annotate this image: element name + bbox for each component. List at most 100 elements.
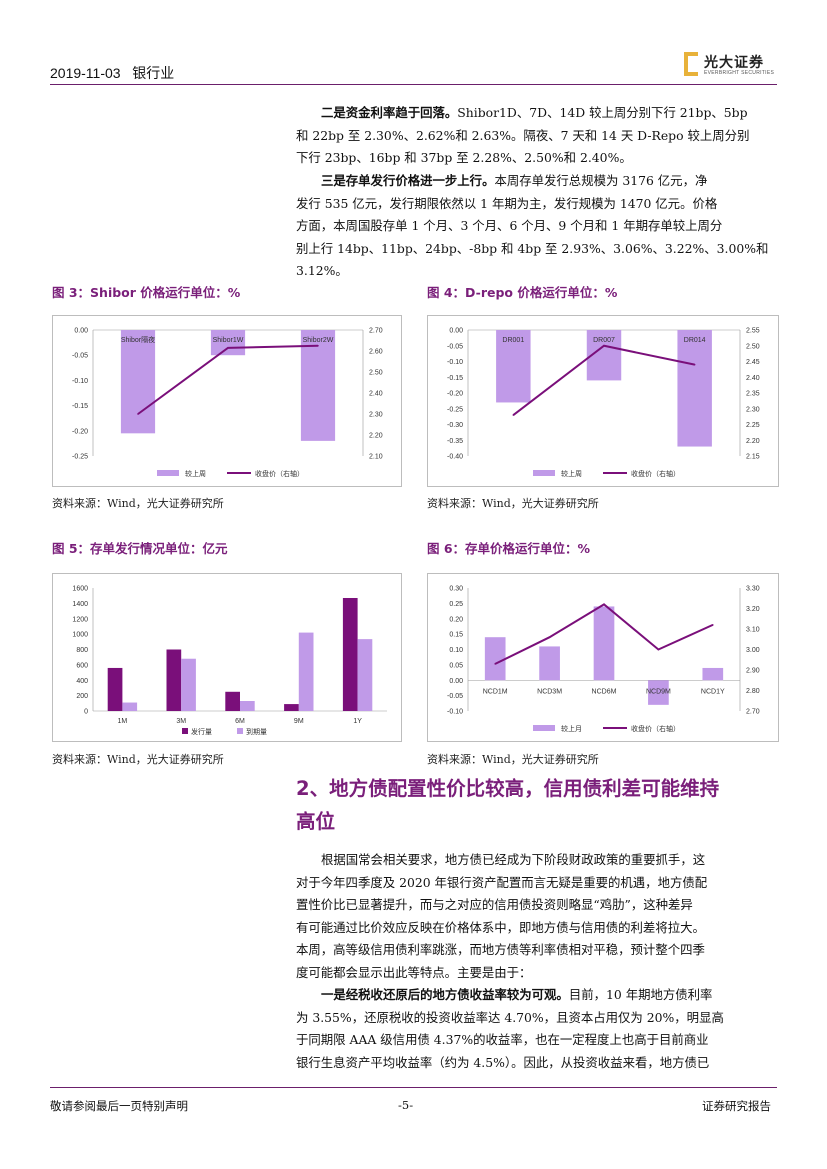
category-label: 3M [176, 718, 186, 725]
text-line: 根据国常会相关要求，地方债已经成为下阶段财政政策的重要抓手，这 [321, 852, 706, 867]
y-right-tick-label: 2.70 [746, 709, 760, 716]
text-line: 发行 535 亿元，发行期限依然以 1 年期为主，发行规模为 1470 亿元。价… [296, 195, 718, 211]
y-left-tick-label: -0.05 [447, 693, 463, 700]
legend-swatch [237, 728, 243, 734]
legend-label: 较上周 [185, 469, 206, 478]
y-right-tick-label: 3.00 [746, 647, 760, 654]
y-right-tick-label: 2.55 [746, 328, 760, 335]
paragraph-lead: 二是资金利率趋于回落。 [321, 105, 458, 120]
y-right-tick-label: 2.30 [746, 406, 760, 413]
bar [702, 667, 724, 681]
figure-4-title: 图 4：D-repo 价格运行单位：% [427, 285, 618, 300]
y-right-tick-label: 2.40 [369, 391, 383, 398]
y-left-tick-label: -0.10 [447, 709, 463, 716]
y-right-tick-label: 2.20 [369, 433, 383, 440]
line-point [712, 624, 714, 626]
legend-label: 收盘价（右轴） [631, 469, 680, 478]
y-left-tick-label: -0.10 [72, 378, 88, 385]
section-heading-line: 高位 [296, 810, 336, 833]
bar [120, 330, 156, 434]
category-label: NCD1Y [701, 688, 725, 695]
legend-swatch-bar [533, 725, 555, 731]
y-right-tick-label: 2.50 [369, 370, 383, 377]
text-line: 方面，本周国股存单 1 个月、3 个月、6 个月、9 个月和 1 年期存单较上周… [296, 218, 723, 233]
y-right-tick-label: 2.70 [369, 328, 383, 335]
bar [677, 330, 712, 447]
page-number: -5- [398, 1098, 414, 1112]
category-label: DR014 [684, 337, 706, 344]
footer-disclaimer: 敬请参阅最后一页特别声明 [50, 1099, 188, 1113]
footer-divider [50, 1087, 777, 1088]
chart-fig4: 0.00 -0.05 -0.10 -0.15 -0.20 -0.25 -0.30 -0.35 -… [427, 315, 779, 487]
text-line: 3.12%。 [296, 263, 348, 278]
line-point [494, 663, 496, 665]
y-left-tick-label: -0.25 [447, 406, 463, 413]
figure-source: 资料来源：Wind，光大证券研究所 [52, 753, 224, 766]
y-left-tick-label: 0.00 [449, 328, 463, 335]
y-right-tick-label: 3.10 [746, 627, 760, 634]
y-left-tick-label: 0.20 [449, 616, 463, 623]
y-left-tick-label: -0.25 [72, 454, 88, 461]
y-left-tick-label: -0.20 [447, 391, 463, 398]
industry-name: 银行业 [132, 65, 175, 81]
legend-label: 较上月 [561, 724, 582, 733]
text-line: 别上行 14bp、11bp、24bp、-8bp 和 4bp 至 2.93%、3.… [296, 240, 769, 256]
category-label: 6M [235, 718, 245, 725]
logo-mark-icon [684, 52, 698, 76]
paragraph-tax-yield: 一是经税收还原后的地方债收益率较为可观。目前，10 年期地方债利率 为 3.55… [296, 984, 777, 1074]
text-line: 对于今年四季度及 2020 年银行资产配置而言无疑是重要的机遇，地方债配 [296, 874, 708, 890]
text-line: 下行 23bp、16bp 和 37bp 至 2.28%、2.50%和 2.40%… [296, 150, 632, 165]
y-left-tick-label: 0.05 [449, 662, 463, 669]
y-left-tick-label: 0.15 [449, 632, 463, 639]
y-right-tick-label: 2.40 [746, 375, 760, 382]
y-tick-label: 200 [76, 693, 88, 700]
line-point [137, 413, 139, 415]
y-left-tick-label: -0.15 [72, 403, 88, 410]
figure-source: 资料来源：Wind，光大证券研究所 [427, 497, 599, 510]
y-left-tick-label: 0.00 [74, 328, 88, 335]
y-left-tick-label: 0.25 [449, 601, 463, 608]
figure-source: 资料来源：Wind，光大证券研究所 [427, 753, 599, 766]
y-right-tick-label: 2.25 [746, 422, 760, 429]
y-right-tick-label: 2.50 [746, 343, 760, 350]
bar [648, 680, 669, 705]
report-date: 2019-11-03 [50, 65, 121, 81]
line-point [227, 347, 229, 349]
footer-report-type: 证券研究报告 [702, 1099, 771, 1113]
bar [300, 330, 336, 441]
bar [122, 702, 138, 711]
text-line: 为 3.55%，还原税收的投资收益率达 4.70%，且资本占用仅为 20%，明显… [296, 1009, 724, 1025]
category-label: 1Y [353, 718, 362, 725]
text-line: 和 22bp 至 2.30%、2.62%和 2.63%。隔夜、7 天和 14 天… [296, 127, 750, 143]
text-line: 度可能都会显示出此等特点。主要是由于： [296, 964, 532, 980]
bar [484, 637, 506, 681]
bar [593, 606, 615, 681]
y-tick-label: 600 [76, 662, 88, 669]
y-right-tick-label: 2.90 [746, 668, 760, 675]
category-label: Shibor1W [213, 337, 244, 344]
text-line: 置性价比已显著提升，而与之对应的信用债投资则略显“鸡肋”，这种差异 [296, 897, 693, 912]
bar [225, 691, 240, 711]
line-point [603, 344, 605, 347]
y-tick-label: 1000 [72, 632, 88, 639]
chart-fig3: 0.00 -0.05 -0.10 -0.15 -0.20 -0.25 2.70 2.60 2.5… [52, 315, 402, 487]
y-left-tick-label: -0.40 [447, 454, 463, 461]
text-line: 目前，10 年期地方债利率 [568, 987, 713, 1002]
legend-label: 收盘价（右轴） [255, 469, 304, 478]
text-line: 本周，高等级信用债利率跳涨，而地方债等利率债相对平稳，预计整个四季 [296, 942, 705, 957]
paragraph-funding-rates: 二是资金利率趋于回落。Shibor1D、7D、14D 较上周分别下行 21bp、… [296, 102, 777, 170]
y-tick-label: 1200 [72, 616, 88, 623]
bar [496, 330, 531, 403]
paragraph-cd-issuance: 三是存单发行价格进一步上行。本周存单发行总规模为 3176 亿元，净 发行 53… [296, 170, 777, 283]
y-left-tick-label: -0.05 [72, 353, 88, 360]
category-label: 1M [118, 718, 128, 725]
category-label: DR007 [593, 337, 615, 344]
y-tick-label: 0 [84, 709, 88, 716]
line-point [657, 648, 660, 651]
brand-logo: 光大证券 EVERBRIGHT SECURITIES [684, 52, 779, 80]
legend-label: 较上周 [561, 469, 582, 478]
chart-fig5: 1600 1400 1200 1000 800 600 400 200 0 1M 3M 6M 9M 1Y 发… [52, 573, 402, 742]
legend-label: 发行量 [191, 727, 212, 736]
text-line: Shibor1D、7D、14D 较上周分别下行 21bp、5bp [457, 105, 748, 120]
text-line: 银行生息资产平均收益率（约为 4.5%）。因此，从投资收益来看，地方债已 [296, 1054, 710, 1070]
